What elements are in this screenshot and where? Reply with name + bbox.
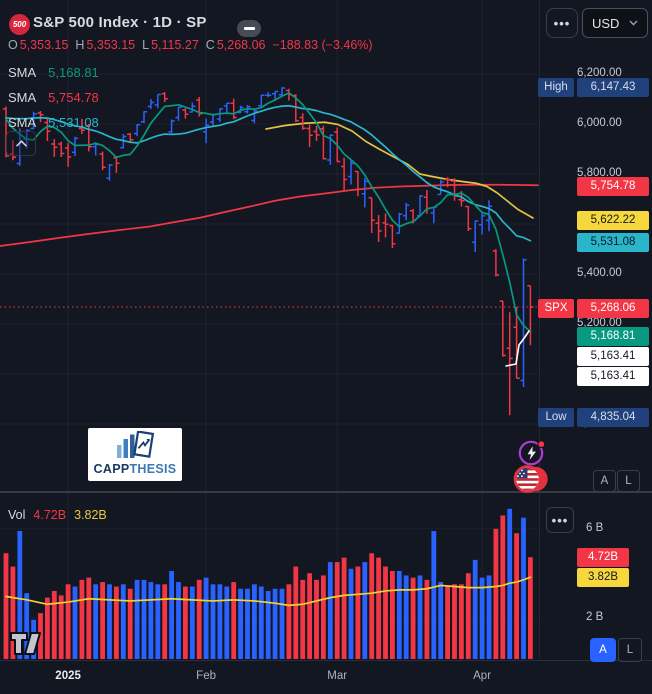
- volume-axis-tick: 2 B: [586, 610, 604, 623]
- sma-label: SMA: [8, 115, 37, 130]
- lightning-icon: [518, 440, 546, 466]
- axis-badge-last: 5,268.06: [577, 298, 649, 318]
- sma-value: 5,754.78: [48, 90, 99, 105]
- low-label: L: [142, 38, 150, 52]
- ohlc-row: O 5,353.15 H 5,353.15 L 5,115.27 C 5,268…: [8, 38, 373, 52]
- cappthesis-watermark: CAPPTHESIS: [88, 428, 182, 481]
- market-flag-button[interactable]: [512, 462, 550, 499]
- axis-badge-low-label: Low: [538, 407, 574, 427]
- axis-badge-drawing-2: 5,163.41: [577, 366, 649, 386]
- open-value: 5,353.15: [19, 38, 69, 52]
- change-value: −188.83 (−3.46%): [272, 38, 373, 52]
- tradingview-logo[interactable]: [9, 629, 45, 661]
- minus-icon: [243, 27, 255, 30]
- price-axis-tick: 5,800.00: [577, 167, 622, 179]
- price-axis-tick: 6,200.00: [577, 67, 622, 79]
- indicator-legend: SMA 5,168.81 SMA 5,754.78 SMA 5,531.08: [8, 60, 99, 135]
- cappthesis-wordmark: CAPPTHESIS: [93, 462, 177, 476]
- high-label: H: [75, 38, 85, 52]
- volume-auto-scale-button[interactable]: A: [590, 638, 616, 662]
- axis-badge-last-label: SPX: [538, 298, 574, 318]
- sma-red-line: [0, 183, 539, 247]
- sma-legend-row[interactable]: SMA 5,754.78: [8, 85, 99, 110]
- chevron-down-icon: [629, 20, 638, 26]
- sma-fast-line: [5, 92, 532, 333]
- axis-badge-sma-red: 5,754.78: [577, 176, 649, 196]
- collapse-legend-button[interactable]: [6, 131, 36, 156]
- time-label-mar: Mar: [327, 670, 348, 682]
- sma-label: SMA: [8, 65, 37, 80]
- more-options-button[interactable]: •••: [546, 8, 578, 38]
- axis-badge-sma-green: 5,168.81: [577, 326, 649, 346]
- sp500-logo-icon: 500: [9, 14, 30, 35]
- low-value: 5,115.27: [151, 38, 199, 52]
- chevron-up-icon: [15, 140, 27, 147]
- volume-bars: [3, 508, 533, 659]
- sma-yellow-line: [265, 121, 534, 219]
- axis-badge-vol-ma: 3.82B: [577, 567, 629, 587]
- axis-badge-drawing-1: 5,163.41: [577, 346, 649, 366]
- axis-badge-sma-teal: 5,531.08: [577, 232, 649, 252]
- axis-badge-low: 4,835.04: [577, 407, 649, 427]
- us-flag-icon: [513, 465, 548, 493]
- price-axis-border: [539, 0, 540, 659]
- currency-dropdown[interactable]: USD: [582, 8, 648, 38]
- hide-marks-button[interactable]: [237, 20, 261, 37]
- pane-divider[interactable]: [0, 491, 652, 493]
- price-bars: [2, 87, 534, 416]
- currency-value: USD: [592, 15, 620, 31]
- close-label: C: [205, 38, 215, 52]
- axis-badge-high: 6,147.43: [577, 77, 649, 97]
- symbol-title[interactable]: S&P 500 Index · 1D · SP: [33, 14, 207, 31]
- time-label-apr: Apr: [473, 670, 492, 682]
- sma-legend-row[interactable]: SMA 5,531.08: [8, 110, 99, 135]
- cappthesis-logo-icon: [117, 431, 155, 458]
- price-axis-tick: 5,400.00: [577, 267, 622, 279]
- auto-scale-button[interactable]: A: [593, 470, 616, 492]
- open-label: O: [8, 38, 18, 52]
- price-axis-tick: 6,000.00: [577, 117, 622, 129]
- volume-legend[interactable]: Vol 4.72B 3.82B: [8, 508, 107, 522]
- volume-log-scale-button[interactable]: L: [618, 638, 642, 662]
- time-label-feb: Feb: [196, 670, 217, 682]
- sma-value: 5,168.81: [48, 65, 99, 80]
- axis-badge-vol-last: 4.72B: [577, 547, 629, 567]
- price-axis-tick: 5,200.00: [577, 317, 622, 329]
- volume-value: 4.72B: [33, 508, 67, 522]
- sma-label: SMA: [8, 90, 37, 105]
- sma-slow-line: [5, 104, 532, 242]
- trend-drawing: [505, 330, 530, 367]
- time-axis[interactable]: 2025 Feb Mar Apr: [0, 660, 652, 694]
- volume-ma-value: 3.82B: [74, 508, 107, 522]
- log-scale-button[interactable]: L: [617, 470, 640, 492]
- axis-badge-sma-yellow: 5,622.22: [577, 210, 649, 230]
- boost-button[interactable]: [517, 438, 547, 471]
- sma-legend-row[interactable]: SMA 5,168.81: [8, 60, 99, 85]
- close-value: 5,268.06: [216, 38, 266, 52]
- volume-axis-tick: 6 B: [586, 521, 604, 534]
- volume-label: Vol: [8, 508, 26, 522]
- high-value: 5,353.15: [86, 38, 136, 52]
- time-label-2025: 2025: [55, 670, 81, 682]
- gridlines: [0, 0, 538, 659]
- sma-value: 5,531.08: [48, 115, 99, 130]
- axis-badge-high-label: High: [538, 77, 574, 97]
- volume-ma-line: [5, 576, 532, 607]
- volume-more-options-button[interactable]: •••: [546, 507, 574, 533]
